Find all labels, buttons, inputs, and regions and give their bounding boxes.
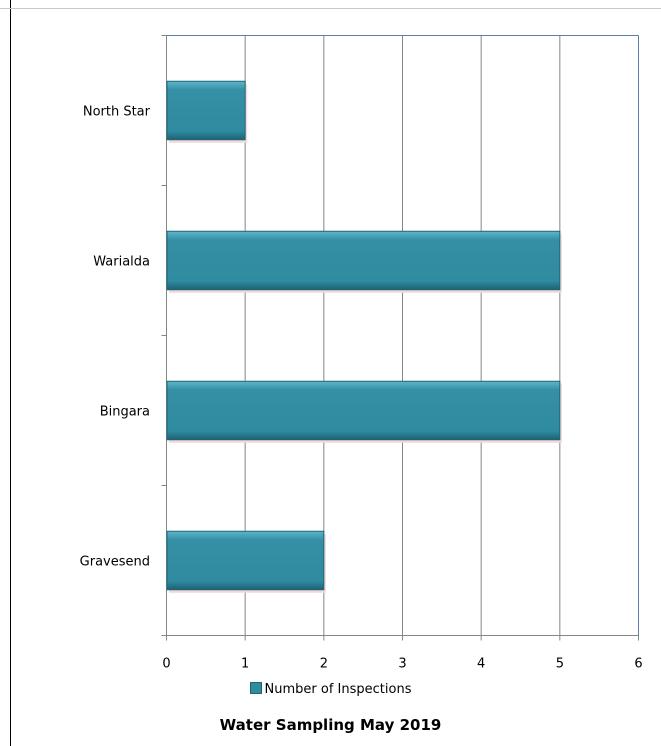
legend: Number of Inspections bbox=[0, 682, 661, 697]
x-tick-label: 6 bbox=[634, 657, 642, 672]
bar-north-star bbox=[166, 80, 246, 141]
x-tick-label: 4 bbox=[477, 657, 485, 672]
x-tick-label: 1 bbox=[241, 657, 249, 672]
y-tick-label: Gravesend bbox=[80, 555, 150, 570]
bar-bingara bbox=[166, 380, 561, 441]
bar-gravesend bbox=[166, 530, 325, 591]
y-tick-labels: North Star Warialda Bingara Gravesend bbox=[80, 105, 151, 570]
chart-title: Water Sampling May 2019 bbox=[219, 716, 442, 734]
x-tick-label: 2 bbox=[320, 657, 328, 672]
y-tick-label: North Star bbox=[83, 105, 151, 120]
x-tick-label: 3 bbox=[398, 657, 406, 672]
x-tick-labels: 0 1 2 3 4 5 6 bbox=[162, 657, 642, 672]
y-tick-label: Warialda bbox=[93, 255, 150, 270]
legend-swatch bbox=[249, 682, 262, 694]
x-tick-label: 5 bbox=[556, 657, 564, 672]
x-tick-label: 0 bbox=[162, 657, 170, 672]
bars-layer bbox=[166, 80, 562, 593]
bar-warialda bbox=[166, 230, 561, 291]
legend-label: Number of Inspections bbox=[264, 682, 412, 697]
y-tick-label: Bingara bbox=[100, 405, 150, 420]
